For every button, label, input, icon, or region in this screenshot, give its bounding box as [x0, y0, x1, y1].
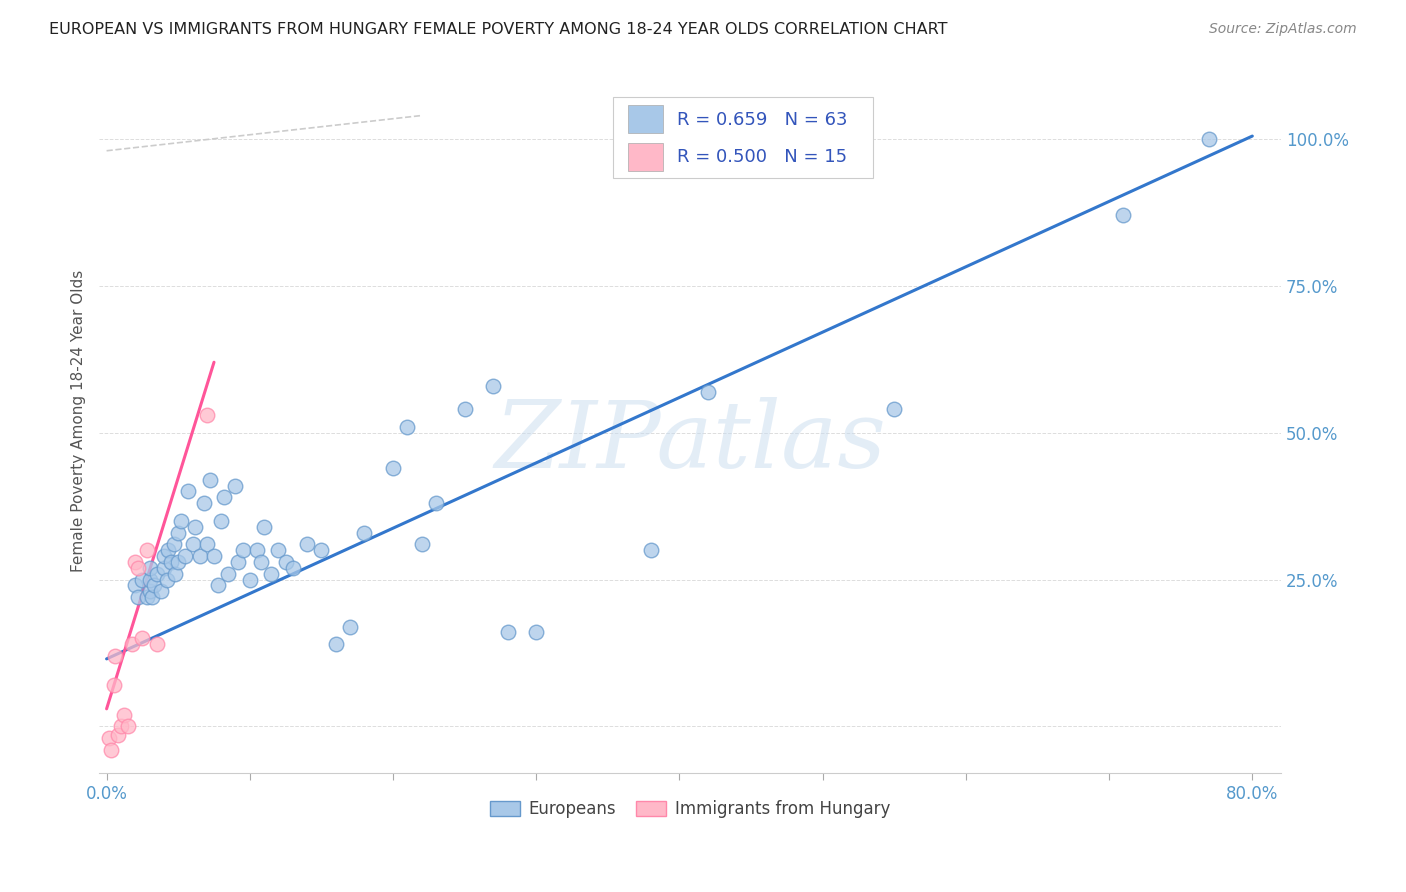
Point	[174, 549, 197, 563]
Point	[382, 461, 405, 475]
Point	[153, 549, 176, 563]
Point	[124, 578, 146, 592]
Point	[156, 573, 179, 587]
Point	[524, 625, 547, 640]
Point	[396, 420, 419, 434]
Point	[325, 637, 347, 651]
Point	[281, 561, 304, 575]
Point	[250, 555, 273, 569]
Text: EUROPEAN VS IMMIGRANTS FROM HUNGARY FEMALE POVERTY AMONG 18-24 YEAR OLDS CORRELA: EUROPEAN VS IMMIGRANTS FROM HUNGARY FEMA…	[49, 22, 948, 37]
Point	[295, 537, 318, 551]
Point	[167, 525, 190, 540]
Point	[1198, 132, 1220, 146]
Point	[353, 525, 375, 540]
Point	[160, 555, 183, 569]
Point	[103, 678, 125, 692]
Point	[253, 519, 276, 533]
FancyBboxPatch shape	[627, 105, 664, 134]
Point	[411, 537, 433, 551]
Point	[153, 561, 176, 575]
Y-axis label: Female Poverty Among 18-24 Year Olds: Female Poverty Among 18-24 Year Olds	[72, 270, 86, 572]
Point	[138, 561, 160, 575]
Point	[100, 743, 122, 757]
Point	[177, 484, 200, 499]
Point	[209, 514, 232, 528]
Point	[246, 543, 269, 558]
Point	[138, 573, 160, 587]
Point	[198, 473, 221, 487]
Point	[425, 496, 447, 510]
Point	[1112, 208, 1135, 222]
Point	[127, 591, 149, 605]
Point	[131, 573, 153, 587]
FancyBboxPatch shape	[627, 143, 664, 170]
Point	[131, 632, 153, 646]
Point	[107, 728, 129, 742]
Point	[482, 378, 505, 392]
Point	[212, 491, 235, 505]
Point	[239, 573, 262, 587]
Text: Source: ZipAtlas.com: Source: ZipAtlas.com	[1209, 22, 1357, 37]
Point	[110, 719, 132, 733]
Point	[165, 566, 187, 581]
Text: ZIPatlas: ZIPatlas	[495, 397, 886, 487]
Point	[195, 537, 218, 551]
Point	[142, 578, 165, 592]
Point	[127, 561, 149, 575]
Point	[193, 496, 215, 510]
Point	[170, 514, 193, 528]
Legend: Europeans, Immigrants from Hungary: Europeans, Immigrants from Hungary	[484, 794, 897, 825]
Point	[121, 637, 143, 651]
Point	[339, 619, 361, 633]
Point	[145, 637, 167, 651]
Point	[181, 537, 204, 551]
Point	[883, 402, 905, 417]
Point	[228, 555, 250, 569]
Point	[232, 543, 254, 558]
Point	[138, 584, 160, 599]
Text: R = 0.500   N = 15: R = 0.500 N = 15	[678, 148, 848, 166]
Point	[184, 519, 207, 533]
Point	[98, 731, 121, 746]
Point	[145, 566, 167, 581]
Point	[141, 591, 163, 605]
Point	[697, 384, 720, 399]
Point	[274, 555, 297, 569]
Point	[453, 402, 475, 417]
Point	[188, 549, 211, 563]
Point	[202, 549, 225, 563]
Point	[224, 478, 246, 492]
Point	[207, 578, 229, 592]
Point	[104, 648, 127, 663]
Point	[267, 543, 290, 558]
FancyBboxPatch shape	[613, 96, 873, 178]
Point	[311, 543, 333, 558]
Point	[112, 707, 135, 722]
Text: R = 0.659   N = 63: R = 0.659 N = 63	[678, 111, 848, 129]
Point	[640, 543, 662, 558]
Point	[163, 537, 186, 551]
Point	[117, 719, 139, 733]
Point	[124, 555, 146, 569]
Point	[135, 543, 157, 558]
Point	[260, 566, 283, 581]
Point	[167, 555, 190, 569]
Point	[135, 591, 157, 605]
Point	[150, 584, 173, 599]
Point	[195, 408, 218, 422]
Point	[217, 566, 239, 581]
Point	[496, 625, 519, 640]
Point	[157, 543, 180, 558]
